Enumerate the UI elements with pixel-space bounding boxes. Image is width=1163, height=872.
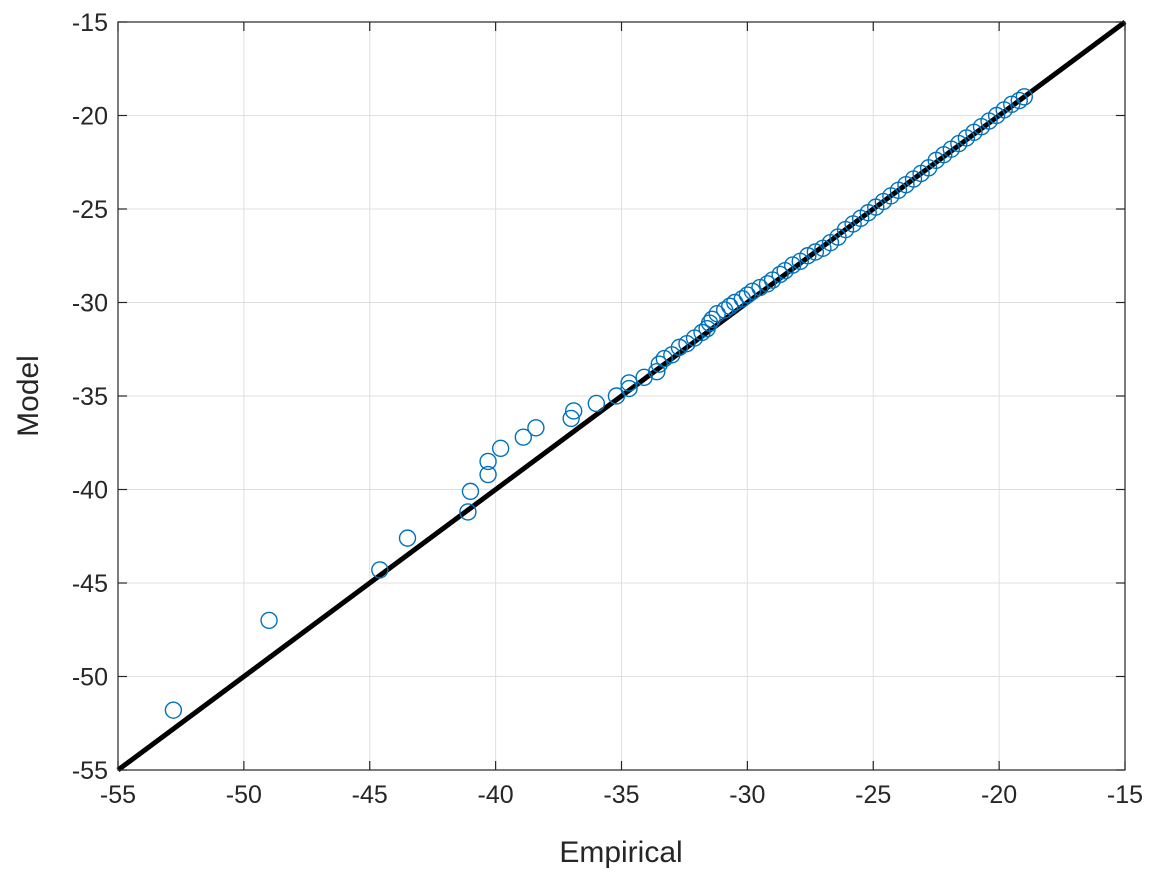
y-tick-label: -45: [72, 570, 108, 598]
data-point: [479, 465, 497, 484]
data-point: [587, 394, 606, 413]
x-tick-label: -35: [603, 781, 639, 809]
x-tick-label: -45: [352, 781, 388, 809]
data-point: [635, 368, 653, 386]
data-point: [703, 310, 721, 329]
y-tick-label: -30: [72, 290, 108, 318]
data-point: [721, 297, 739, 315]
data-point: [562, 409, 580, 428]
data-point: [398, 529, 417, 547]
y-tick-label: -25: [72, 196, 108, 224]
data-point: [479, 452, 497, 471]
x-tick-label: -25: [855, 781, 891, 809]
data-point: [648, 362, 666, 381]
y-tick-label: -40: [72, 477, 108, 505]
x-tick-label: -15: [1107, 781, 1143, 809]
y-tick-label: -35: [72, 383, 108, 411]
x-tick-label: -40: [478, 781, 514, 809]
x-axis-label: Empirical: [559, 836, 682, 869]
data-point: [620, 379, 638, 398]
x-tick-label: -30: [729, 781, 765, 809]
data-point: [738, 286, 757, 304]
data-point: [164, 701, 183, 719]
y-axis-ticks: -55 -50 -45 -40 -35 -30 -25 -20 -15: [72, 9, 1125, 785]
y-tick-label: -15: [72, 9, 108, 37]
data-point: [1015, 88, 1034, 106]
data-point: [1010, 91, 1028, 110]
x-tick-label: -55: [100, 781, 136, 809]
data-point: [564, 402, 583, 420]
y-tick-label: -55: [72, 757, 108, 785]
data-point: [491, 439, 510, 458]
data-point: [260, 611, 278, 630]
data-point: [459, 503, 477, 521]
data-point: [620, 374, 638, 392]
y-tick-label: -50: [72, 664, 108, 692]
reference-line-group: [116, 19, 1127, 773]
data-point: [758, 275, 777, 293]
data-point: [527, 419, 545, 437]
x-tick-label: -50: [226, 781, 262, 809]
data-point: [650, 355, 668, 373]
data-point: [371, 561, 389, 579]
data-point: [461, 482, 480, 501]
y-tick-label: -20: [72, 103, 108, 131]
data-point: [514, 428, 533, 446]
x-tick-label: -20: [981, 781, 1017, 809]
y-axis-label: Model: [12, 355, 45, 437]
x-axis-ticks: -55 -50 -45 -40 -35 -30 -25 -20 -15: [100, 22, 1143, 809]
data-point: [771, 265, 789, 284]
data-points: [164, 88, 1034, 719]
reference-line: [116, 19, 1127, 773]
data-point: [607, 387, 626, 405]
